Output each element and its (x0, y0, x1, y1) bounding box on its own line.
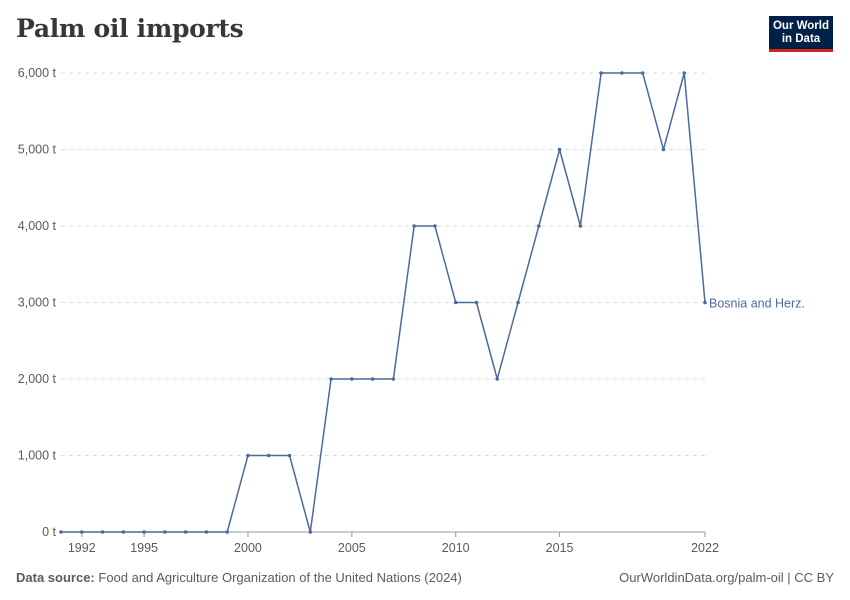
data-point (640, 71, 645, 75)
data-point (620, 71, 624, 75)
data-point (537, 224, 541, 228)
y-tick-label: 4,000 t (18, 219, 57, 233)
x-tick-label: 1995 (130, 541, 158, 555)
data-point (350, 377, 354, 381)
data-point (59, 530, 63, 534)
source-text: Food and Agriculture Organization of the… (98, 570, 462, 585)
logo-line-1: Our World (772, 20, 829, 32)
data-point (163, 530, 167, 534)
y-tick-label: 6,000 t (18, 66, 57, 80)
data-point (661, 147, 666, 152)
data-point (433, 224, 437, 228)
data-point (557, 147, 562, 152)
data-point (474, 300, 479, 305)
data-point (100, 530, 105, 534)
data-point (516, 300, 520, 305)
x-tick-label: 1992 (68, 541, 96, 555)
data-point (246, 453, 250, 458)
data-point (682, 71, 687, 75)
data-point (204, 530, 209, 534)
x-tick-label: 2015 (546, 541, 574, 555)
y-tick-label: 1,000 t (18, 449, 57, 463)
axis-layer: 0 t 1,000 t 2,000 t 3,000 t 4,000 t 5,000 t 6,… (18, 66, 719, 555)
data-point (578, 224, 583, 228)
data-point (308, 530, 313, 534)
x-tick-label: 2010 (442, 541, 470, 555)
data-point (183, 530, 188, 534)
data-point (453, 300, 458, 305)
series-label: Bosnia and Herz. (709, 297, 805, 311)
chart-title: Palm oil imports (16, 14, 244, 43)
series-line (61, 72, 706, 533)
x-tick-label: 2022 (691, 541, 719, 555)
data-point (287, 453, 292, 458)
owid-logo[interactable]: Our World in Data (769, 16, 833, 52)
logo-line-2: in Data (781, 33, 821, 45)
data-point (225, 530, 229, 534)
grid-layer (61, 72, 705, 456)
data-point (79, 530, 84, 534)
y-tick-label: 0 t (42, 525, 56, 539)
footer-link[interactable]: OurWorldinData.org/palm-oil | CC BY (619, 570, 834, 585)
y-tick-label: 3,000 t (18, 296, 57, 310)
series-layer (59, 71, 707, 534)
x-tick-label: 2000 (234, 541, 262, 555)
data-point (329, 377, 333, 381)
data-point (495, 377, 500, 381)
data-point (266, 453, 271, 458)
source-label: Data source: (16, 570, 95, 585)
y-tick-label: 5,000 t (18, 143, 57, 157)
data-point (703, 300, 707, 305)
y-tick-label: 2,000 t (18, 372, 57, 386)
data-point (391, 377, 396, 381)
footer-source: Data source: Food and Agriculture Organi… (16, 570, 462, 585)
data-point (142, 530, 146, 534)
data-point (121, 530, 126, 534)
data-point (599, 71, 603, 75)
data-point (370, 377, 375, 381)
label-layer: Bosnia and Herz. (709, 297, 805, 311)
x-tick-label: 2005 (338, 541, 366, 555)
data-point (412, 224, 416, 228)
